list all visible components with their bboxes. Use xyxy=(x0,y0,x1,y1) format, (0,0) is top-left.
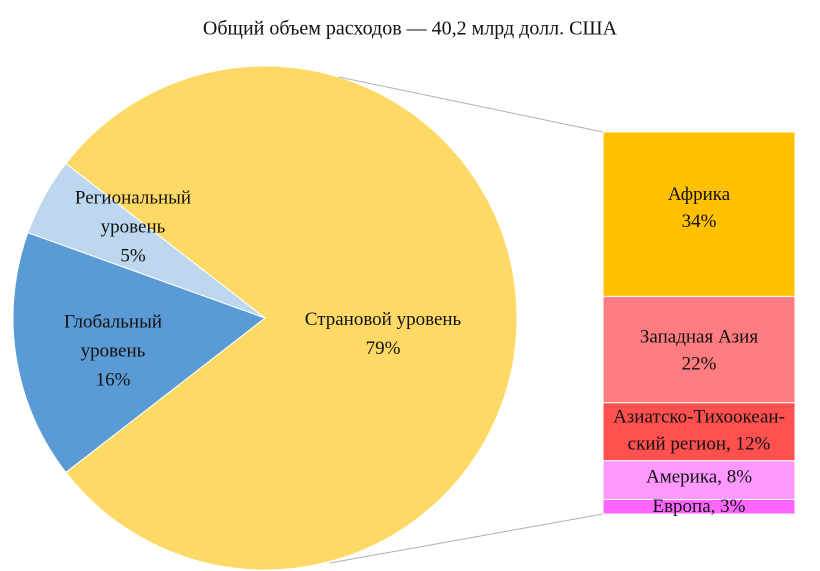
data-label: Африка xyxy=(668,184,731,205)
bar-segment xyxy=(602,295,796,404)
bar-segment xyxy=(602,498,796,515)
data-label: Америка, 8% xyxy=(646,467,752,488)
pie-slice xyxy=(12,231,267,474)
data-label: 34% xyxy=(682,211,717,232)
data-label: Западная Азия xyxy=(640,326,758,347)
data-label: ский регион, 12% xyxy=(628,434,771,455)
data-label: Региональный xyxy=(75,187,191,208)
data-label: 16% xyxy=(96,369,131,390)
data-label: Глобальный xyxy=(64,311,162,332)
data-label: Европа, 3% xyxy=(652,496,745,517)
data-label: 22% xyxy=(682,353,717,374)
data-label: Азиатско-Тихоокеан- xyxy=(613,407,785,428)
data-label: 5% xyxy=(120,245,146,266)
pie-slice xyxy=(65,65,518,571)
chart-title: Общий объем расходов — 40,2 млрд долл. С… xyxy=(203,18,618,40)
bar-segment xyxy=(602,402,796,462)
bar-segment xyxy=(602,131,796,297)
data-label: 79% xyxy=(366,338,401,359)
connector xyxy=(338,76,604,133)
data-label: Страновой уровень xyxy=(305,309,462,330)
connector xyxy=(329,513,604,564)
pie-slice xyxy=(27,162,266,319)
data-label: уровень xyxy=(81,340,146,361)
data-label: уровень xyxy=(101,216,166,237)
